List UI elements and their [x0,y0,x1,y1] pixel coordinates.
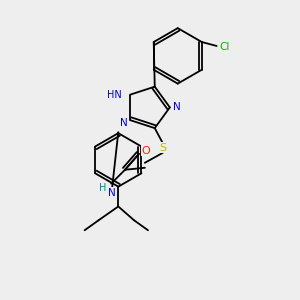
Text: Cl: Cl [219,42,230,52]
Text: N: N [120,118,127,128]
Text: N: N [108,188,116,197]
Text: HN: HN [107,90,122,100]
Text: N: N [173,102,181,112]
Text: O: O [142,146,150,156]
Text: H: H [99,183,106,193]
Text: S: S [159,143,166,153]
